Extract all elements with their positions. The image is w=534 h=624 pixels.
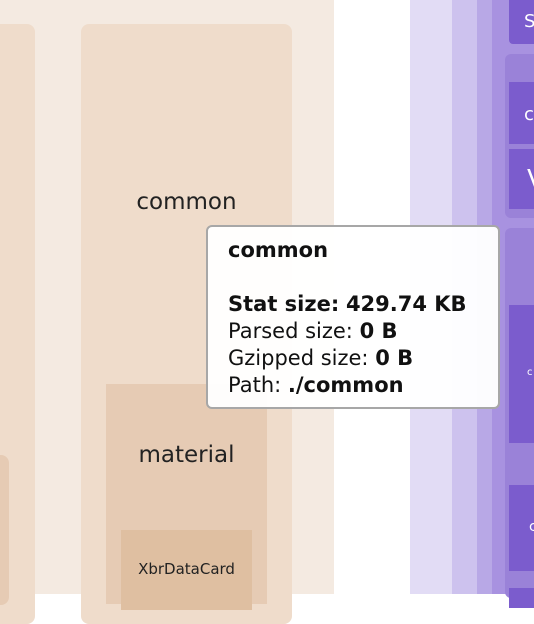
tooltip-gzip-value: 0 B	[375, 346, 413, 370]
right-label-2: c	[524, 104, 534, 125]
right-label-1: S	[524, 11, 534, 32]
tooltip-stat-size: Stat size: 429.74 KB	[228, 291, 478, 318]
treemap-cell-left-inner[interactable]	[0, 455, 9, 605]
tooltip-gzip-label: Gzipped size:	[228, 346, 369, 370]
tooltip-path-label: Path:	[228, 373, 281, 397]
tooltip-parsed-value: 0 B	[360, 319, 398, 343]
tooltip-stat-label: Stat size:	[228, 292, 339, 316]
right-label-4: c	[527, 367, 533, 378]
treemap-cell-right-3[interactable]: V	[509, 149, 534, 209]
xbrdatacard-label: XbrDataCard	[121, 560, 252, 578]
treemap-cell-right-5[interactable]: c	[509, 485, 534, 571]
right-label-5: c	[529, 519, 534, 535]
treemap-tooltip: common Stat size: 429.74 KB Parsed size:…	[206, 225, 500, 409]
treemap-cell-right-4[interactable]: c	[509, 305, 534, 443]
tooltip-path: Path: ./common	[228, 372, 478, 399]
common-label: common	[81, 189, 292, 215]
treemap-cell-right-2[interactable]: c	[509, 82, 534, 144]
tooltip-parsed-label: Parsed size:	[228, 319, 353, 343]
tooltip-gzip-size: Gzipped size: 0 B	[228, 345, 478, 372]
tooltip-path-value: ./common	[288, 373, 404, 397]
tooltip-title: common	[228, 237, 478, 264]
treemap-cell-xbrdatacard[interactable]: XbrDataCard	[121, 530, 252, 610]
material-label: material	[106, 442, 267, 468]
right-label-3: V	[527, 165, 534, 195]
tooltip-stat-value: 429.74 KB	[346, 292, 467, 316]
treemap-cell-right-1[interactable]: S	[509, 0, 534, 44]
tooltip-parsed-size: Parsed size: 0 B	[228, 318, 478, 345]
treemap-cell-right-6[interactable]	[509, 588, 534, 608]
